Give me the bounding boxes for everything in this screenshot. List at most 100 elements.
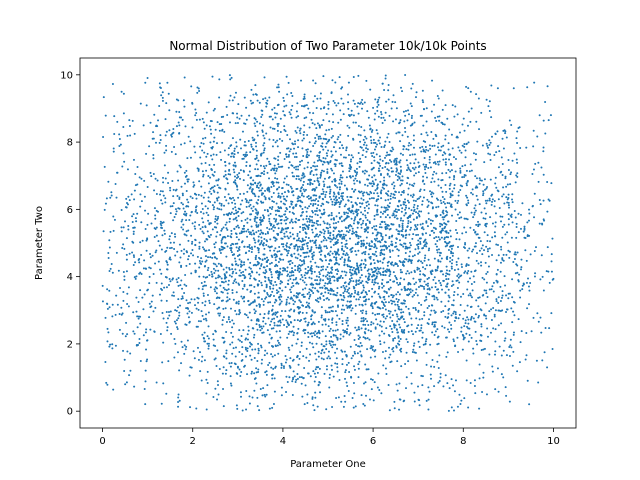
scatter-point xyxy=(382,267,385,270)
scatter-point xyxy=(185,190,188,193)
scatter-point xyxy=(271,318,274,321)
scatter-point xyxy=(243,245,246,248)
scatter-point xyxy=(174,189,177,192)
scatter-point xyxy=(499,285,502,288)
scatter-point xyxy=(395,276,398,279)
scatter-point xyxy=(370,152,373,155)
scatter-point xyxy=(321,348,324,351)
scatter-point xyxy=(243,122,246,125)
scatter-point xyxy=(327,101,330,104)
scatter-point xyxy=(221,236,224,239)
scatter-point xyxy=(205,111,208,114)
scatter-point xyxy=(341,165,344,168)
scatter-point xyxy=(181,192,184,195)
scatter-point xyxy=(339,174,342,177)
scatter-point xyxy=(105,381,108,384)
scatter-point xyxy=(354,268,357,271)
scatter-point xyxy=(316,133,319,136)
scatter-point xyxy=(275,255,278,258)
scatter-point xyxy=(308,220,311,223)
scatter-point xyxy=(359,205,362,208)
scatter-point xyxy=(261,113,264,116)
scatter-point xyxy=(501,137,504,140)
scatter-point xyxy=(311,396,314,399)
scatter-point xyxy=(267,310,270,313)
scatter-point xyxy=(174,208,177,211)
scatter-point xyxy=(467,269,470,272)
scatter-point xyxy=(361,98,364,101)
scatter-point xyxy=(320,258,323,261)
scatter-point xyxy=(287,249,290,252)
scatter-point xyxy=(327,231,330,234)
scatter-point xyxy=(303,223,306,226)
scatter-point xyxy=(440,236,443,239)
scatter-point xyxy=(446,328,449,331)
scatter-point xyxy=(514,181,517,184)
scatter-point xyxy=(514,251,517,254)
scatter-point xyxy=(425,283,428,286)
scatter-point xyxy=(513,257,516,260)
scatter-point xyxy=(157,119,160,122)
scatter-point xyxy=(266,256,268,259)
scatter-point xyxy=(233,212,236,215)
scatter-point xyxy=(353,272,356,275)
scatter-point xyxy=(186,180,189,183)
scatter-point xyxy=(137,315,140,318)
scatter-point xyxy=(502,259,505,262)
scatter-point xyxy=(296,126,299,129)
scatter-point xyxy=(491,200,494,203)
scatter-point xyxy=(310,272,313,275)
scatter-point xyxy=(195,325,198,328)
scatter-point xyxy=(303,93,306,96)
scatter-point xyxy=(343,296,346,299)
scatter-point xyxy=(380,330,383,333)
scatter-point xyxy=(360,317,363,320)
scatter-point xyxy=(380,146,383,149)
scatter-point xyxy=(260,325,263,328)
scatter-point xyxy=(379,320,382,323)
scatter-point xyxy=(279,195,282,198)
scatter-point xyxy=(383,253,386,256)
scatter-point xyxy=(359,134,362,137)
scatter-point xyxy=(486,199,489,202)
scatter-point xyxy=(303,117,306,120)
scatter-point xyxy=(354,121,357,124)
scatter-point xyxy=(495,186,498,189)
scatter-point xyxy=(199,320,202,323)
scatter-point xyxy=(270,270,273,273)
scatter-point xyxy=(209,141,212,144)
scatter-point xyxy=(551,278,554,281)
scatter-point xyxy=(216,380,219,383)
scatter-point xyxy=(185,345,188,348)
scatter-point xyxy=(271,308,274,311)
scatter-point xyxy=(296,355,299,358)
scatter-point xyxy=(300,177,303,180)
scatter-point xyxy=(389,149,392,152)
scatter-point xyxy=(467,264,470,267)
scatter-point xyxy=(332,100,335,102)
scatter-point xyxy=(435,206,438,209)
scatter-point xyxy=(287,184,290,187)
scatter-point xyxy=(292,212,295,215)
scatter-point xyxy=(124,335,127,338)
scatter-point xyxy=(387,84,390,87)
scatter-point xyxy=(444,104,447,107)
scatter-point xyxy=(380,226,383,229)
scatter-point xyxy=(370,268,373,271)
scatter-point xyxy=(225,352,228,355)
scatter-point xyxy=(225,199,228,202)
scatter-point xyxy=(417,252,420,255)
scatter-point xyxy=(159,268,162,271)
scatter-point xyxy=(271,377,274,380)
scatter-point xyxy=(230,251,233,254)
scatter-point xyxy=(269,287,272,290)
scatter-point xyxy=(478,128,481,131)
scatter-point xyxy=(255,145,258,148)
scatter-point xyxy=(336,291,339,294)
scatter-point xyxy=(256,328,259,331)
scatter-point xyxy=(413,182,416,185)
scatter-point xyxy=(263,290,266,293)
scatter-point xyxy=(283,198,286,201)
scatter-point xyxy=(425,221,428,224)
scatter-point xyxy=(227,202,230,205)
